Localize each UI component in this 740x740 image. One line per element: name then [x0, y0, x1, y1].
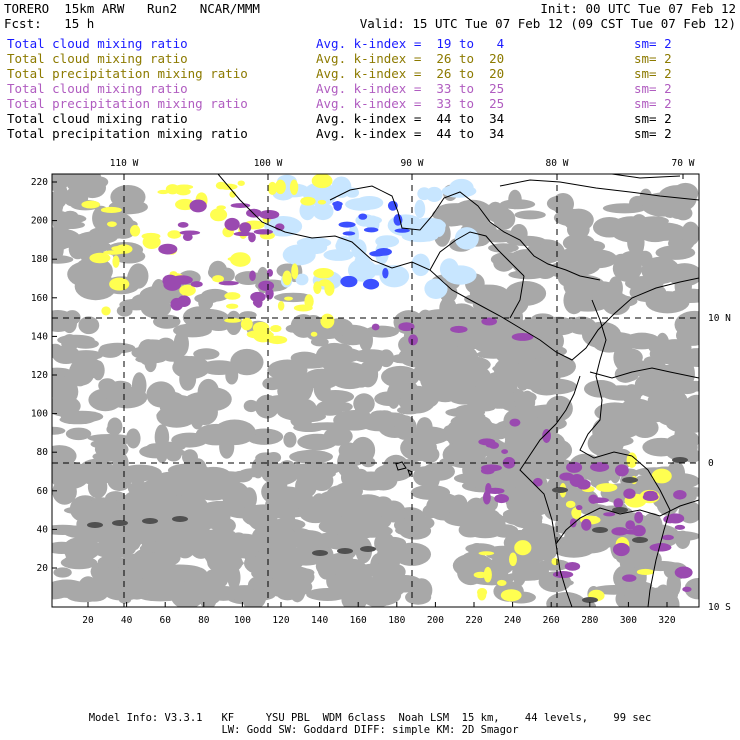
x-tick-label: 300 — [620, 615, 637, 626]
field-kindex: Avg. k-index = 44 to 34 — [316, 111, 505, 126]
x-tick-label: 40 — [121, 615, 133, 626]
forecast-line: Fcst: 15 h — [4, 17, 94, 31]
field-name: Total cloud mixing ratio — [7, 36, 188, 51]
physics-info-line: LW: Godd SW: Goddard DIFF: simple KM: 2D… — [221, 724, 519, 736]
x-tick-label: 60 — [159, 615, 171, 626]
field-sm: sm= 2 — [634, 126, 672, 141]
latitude-label: 10 S — [708, 602, 731, 613]
field-sm: sm= 2 — [634, 66, 672, 81]
field-kindex: Avg. k-index = 33 to 25 — [316, 81, 505, 96]
y-tick-label: 60 — [37, 486, 49, 497]
longitude-label: 80 W — [546, 158, 569, 169]
map-panel: 220 200 180 160 140 120 100 80 60 40 20 20 40 60 80 100… — [31, 158, 731, 626]
run-label: Run2 — [147, 1, 178, 16]
model-name: TORERO — [4, 1, 50, 16]
field-name: Total precipitation mixing ratio — [7, 66, 248, 81]
field-kindex: Avg. k-index = 33 to 25 — [316, 96, 505, 111]
y-tick-label: 100 — [31, 409, 48, 420]
y-tick-label: 200 — [31, 216, 48, 227]
x-tick-label: 180 — [388, 615, 405, 626]
field-kindex: Avg. k-index = 44 to 34 — [316, 126, 505, 141]
model-info-line: Model Info: V3.3.1 KF YSU PBL WDM 6class… — [88, 712, 652, 724]
y-tick-label: 220 — [31, 177, 48, 188]
field-name: Total cloud mixing ratio — [7, 111, 188, 126]
field-sm: sm= 2 — [634, 36, 672, 51]
field-sm: sm= 2 — [634, 51, 672, 66]
field-kindex: Avg. k-index = 19 to 4 — [316, 36, 505, 51]
field-sm: sm= 2 — [634, 111, 672, 126]
fcst-value: 15 h — [64, 16, 95, 31]
field-name: Total cloud mixing ratio — [7, 51, 188, 66]
init-time: Init: 00 UTC Tue 07 Feb 12 — [540, 1, 736, 16]
field-sm: sm= 2 — [634, 96, 672, 111]
field-sm: sm= 2 — [634, 81, 672, 96]
x-tick-label: 320 — [658, 615, 675, 626]
longitude-label: 70 W — [672, 158, 695, 169]
plot-frame — [51, 173, 700, 608]
field-kindex: Avg. k-index = 26 to 20 — [316, 66, 505, 81]
x-tick-label: 120 — [272, 615, 289, 626]
field-kindex: Avg. k-index = 26 to 20 — [316, 51, 505, 66]
latitude-label: 10 N — [708, 313, 731, 324]
coastline — [217, 174, 699, 607]
y-tick-label: 120 — [31, 370, 48, 381]
model-resolution: 15km ARW — [64, 1, 125, 16]
y-tick-label: 180 — [31, 254, 48, 265]
longitude-label: 100 W — [254, 158, 283, 169]
x-tick-label: 280 — [581, 615, 598, 626]
longitude-label: 90 W — [401, 158, 424, 169]
latitude-label: 0 — [708, 458, 714, 469]
header-model-line: TORERO 15km ARW Run2 NCAR/MMM — [4, 2, 260, 16]
org-label: NCAR/MMM — [199, 1, 260, 16]
y-tick-label: 140 — [31, 331, 48, 342]
x-tick-label: 20 — [82, 615, 94, 626]
x-tick-label: 220 — [465, 615, 482, 626]
field-name: Total cloud mixing ratio — [7, 81, 188, 96]
y-tick-label: 20 — [37, 563, 49, 574]
x-tick-label: 140 — [311, 615, 328, 626]
longitude-label: 110 W — [110, 158, 139, 169]
fcst-label: Fcst: — [4, 16, 42, 31]
graticule — [52, 174, 699, 607]
field-name: Total precipitation mixing ratio — [7, 96, 248, 111]
x-tick-label: 160 — [350, 615, 367, 626]
y-tick-label: 40 — [37, 524, 49, 535]
x-tick-label: 200 — [427, 615, 444, 626]
x-tick-label: 100 — [234, 615, 251, 626]
y-tick-label: 80 — [37, 447, 49, 458]
axis-ticks: 220 200 180 160 140 120 100 80 60 40 20 20 40 60 80 100… — [31, 158, 731, 626]
valid-time: Valid: 15 UTC Tue 07 Feb 12 (09 CST Tue … — [359, 16, 736, 31]
x-tick-label: 240 — [504, 615, 521, 626]
y-tick-label: 160 — [31, 293, 48, 304]
field-name: Total precipitation mixing ratio — [7, 126, 248, 141]
x-tick-label: 260 — [543, 615, 560, 626]
x-tick-label: 80 — [198, 615, 210, 626]
